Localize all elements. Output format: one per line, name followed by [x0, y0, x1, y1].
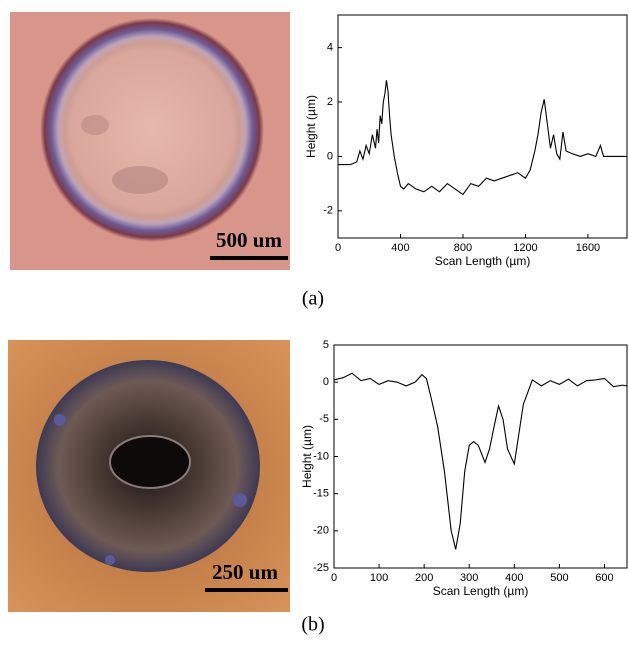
y-axis-title: Height (µm) [300, 425, 314, 488]
y-tick-label: -10 [313, 450, 329, 462]
plot-frame [334, 345, 627, 568]
x-axis-title: Scan Length (µm) [433, 584, 529, 598]
profile-line [338, 80, 627, 194]
x-tick-label: 600 [595, 572, 613, 584]
y-tick-label: -25 [313, 562, 329, 574]
x-tick-label: 0 [331, 572, 337, 584]
y-tick-label: 0 [323, 376, 329, 388]
panel-label: (a) [302, 288, 324, 310]
y-tick-label: -20 [313, 525, 329, 537]
y-tick-label: 4 [327, 42, 333, 54]
panel-label: (b) [301, 614, 324, 636]
y-tick-label: 0 [327, 150, 333, 162]
y-axis-title: Height (µm) [304, 95, 318, 158]
x-tick-label: 1600 [576, 242, 600, 254]
x-tick-label: 400 [391, 242, 409, 254]
x-tick-label: 500 [550, 572, 568, 584]
y-tick-label: -5 [319, 413, 329, 425]
x-tick-label: 200 [415, 572, 433, 584]
y-tick-label: 5 [323, 339, 329, 351]
plot-frame [338, 15, 627, 238]
micrograph-a: 500 um [10, 12, 290, 270]
x-axis-title: Scan Length (µm) [435, 254, 531, 268]
profile-line [334, 373, 627, 549]
x-tick-label: 400 [505, 572, 523, 584]
x-tick-label: 0 [335, 242, 341, 254]
scale-bar-label: 250 um [212, 560, 278, 584]
x-tick-label: 800 [454, 242, 472, 254]
y-tick-label: 2 [327, 96, 333, 108]
y-tick-label: -15 [313, 488, 329, 500]
micrograph-b: 250 um [8, 340, 290, 612]
x-tick-label: 100 [370, 572, 388, 584]
figure: 500 um 250 um (a) (b) 040080012001600-20… [0, 0, 629, 640]
x-tick-label: 1200 [513, 242, 537, 254]
y-tick-label: -2 [323, 205, 333, 217]
scale-bar-label: 500 um [216, 228, 282, 252]
x-tick-label: 300 [460, 572, 478, 584]
